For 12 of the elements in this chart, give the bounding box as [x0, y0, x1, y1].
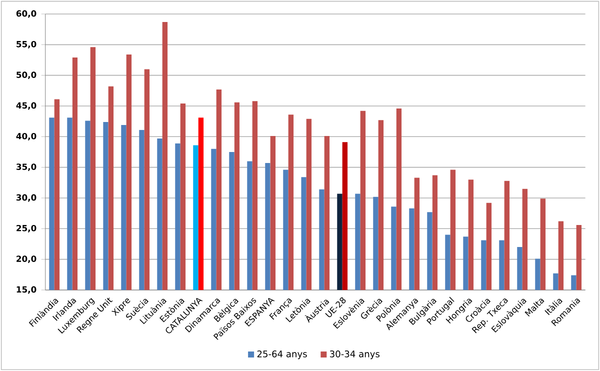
y-tick-label: 40,0 [16, 132, 36, 140]
legend-label: 30-34 anys [330, 350, 380, 360]
y-tick-label: 60,0 [16, 10, 36, 18]
y-tick-label: 35,0 [16, 164, 36, 172]
y-tick-label: 25,0 [16, 224, 36, 232]
y-tick-label: 45,0 [16, 102, 36, 110]
y-tick-label: 30,0 [16, 194, 36, 202]
y-tick-label: 20,0 [16, 256, 36, 264]
legend-label: 25-64 anys [257, 350, 307, 360]
y-tick-label: 15,0 [16, 286, 36, 294]
y-tick-label: 50,0 [16, 72, 36, 80]
y-tick-label: 55,0 [16, 40, 36, 48]
